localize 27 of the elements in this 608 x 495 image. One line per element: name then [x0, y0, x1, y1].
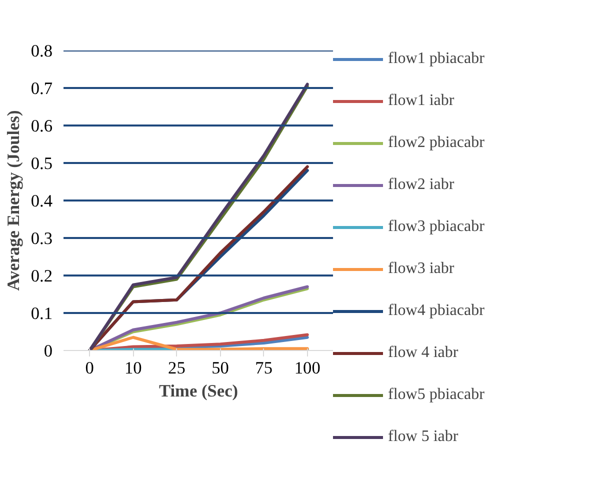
y-axis-title: Average Energy (Joules) [4, 110, 23, 291]
legend-label: flow2 pbiacabr [388, 134, 484, 152]
x-tick-label: 0 [85, 358, 94, 378]
x-tick-label: 10 [124, 358, 142, 378]
legend-label: flow1 pbiacabr [388, 50, 484, 68]
y-tick-label: 0.7 [30, 79, 53, 98]
y-tick-label: 0.6 [30, 116, 53, 136]
legend-label: flow 4 iabr [388, 344, 458, 362]
y-tick-label: 0.2 [30, 266, 53, 286]
x-tick-label: 25 [168, 358, 186, 378]
y-tick-label: 0.4 [30, 192, 53, 210]
y-tick-label: 0.5 [30, 154, 53, 173]
legend-label: flow3 pbiacabr [388, 218, 484, 236]
y-tick-label: 0.3 [30, 229, 53, 248]
x-tick-label: 50 [212, 358, 229, 378]
x-axis-title: Time (Sec) [158, 382, 238, 400]
legend-label: flow1 iabr [388, 92, 454, 110]
x-tick-label: 75 [255, 358, 272, 378]
x-tick-label: 100 [294, 358, 320, 378]
y-tick-label: 0.1 [30, 304, 53, 323]
legend-label: flow5 pbiacabr [388, 386, 484, 404]
y-tick-label: 0 [44, 342, 53, 360]
legend-label: flow3 iabr [388, 260, 454, 278]
legend-label: flow4 pbiacabr [388, 302, 484, 320]
legend-label: flow2 iabr [388, 176, 454, 194]
legend-label: flow 5 iabr [388, 428, 458, 446]
y-tick-label: 0.8 [30, 42, 53, 60]
